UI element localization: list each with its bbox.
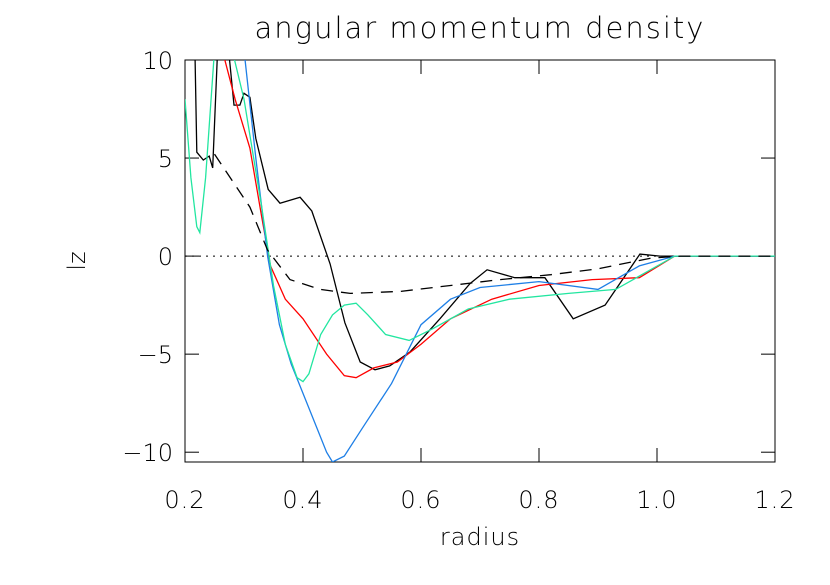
x-tick-label: 0.6 — [400, 486, 441, 514]
y-tick-label: −5 — [138, 341, 173, 369]
x-axis-label: radius — [440, 523, 520, 551]
x-tick-label: 1.2 — [754, 486, 795, 514]
x-tick-label: 0.2 — [164, 486, 205, 514]
x-tick-label: 1.0 — [636, 486, 677, 514]
series-line — [224, 60, 775, 379]
chart-title: angular momentum density — [255, 11, 706, 45]
y-tick-label: 5 — [158, 145, 173, 173]
series-line — [185, 60, 775, 383]
y-axis-label: lz — [63, 251, 91, 270]
x-tick-label: 0.4 — [282, 486, 323, 514]
y-tick-label: 10 — [142, 47, 173, 75]
series-line — [213, 153, 775, 295]
plot-area — [185, 60, 775, 462]
plot-frame — [184, 59, 776, 463]
x-tick-label: 0.8 — [518, 486, 559, 514]
y-tick-label: −10 — [122, 439, 173, 467]
series-line — [244, 60, 775, 462]
series-line — [194, 60, 775, 371]
y-tick-label: 0 — [158, 243, 173, 271]
